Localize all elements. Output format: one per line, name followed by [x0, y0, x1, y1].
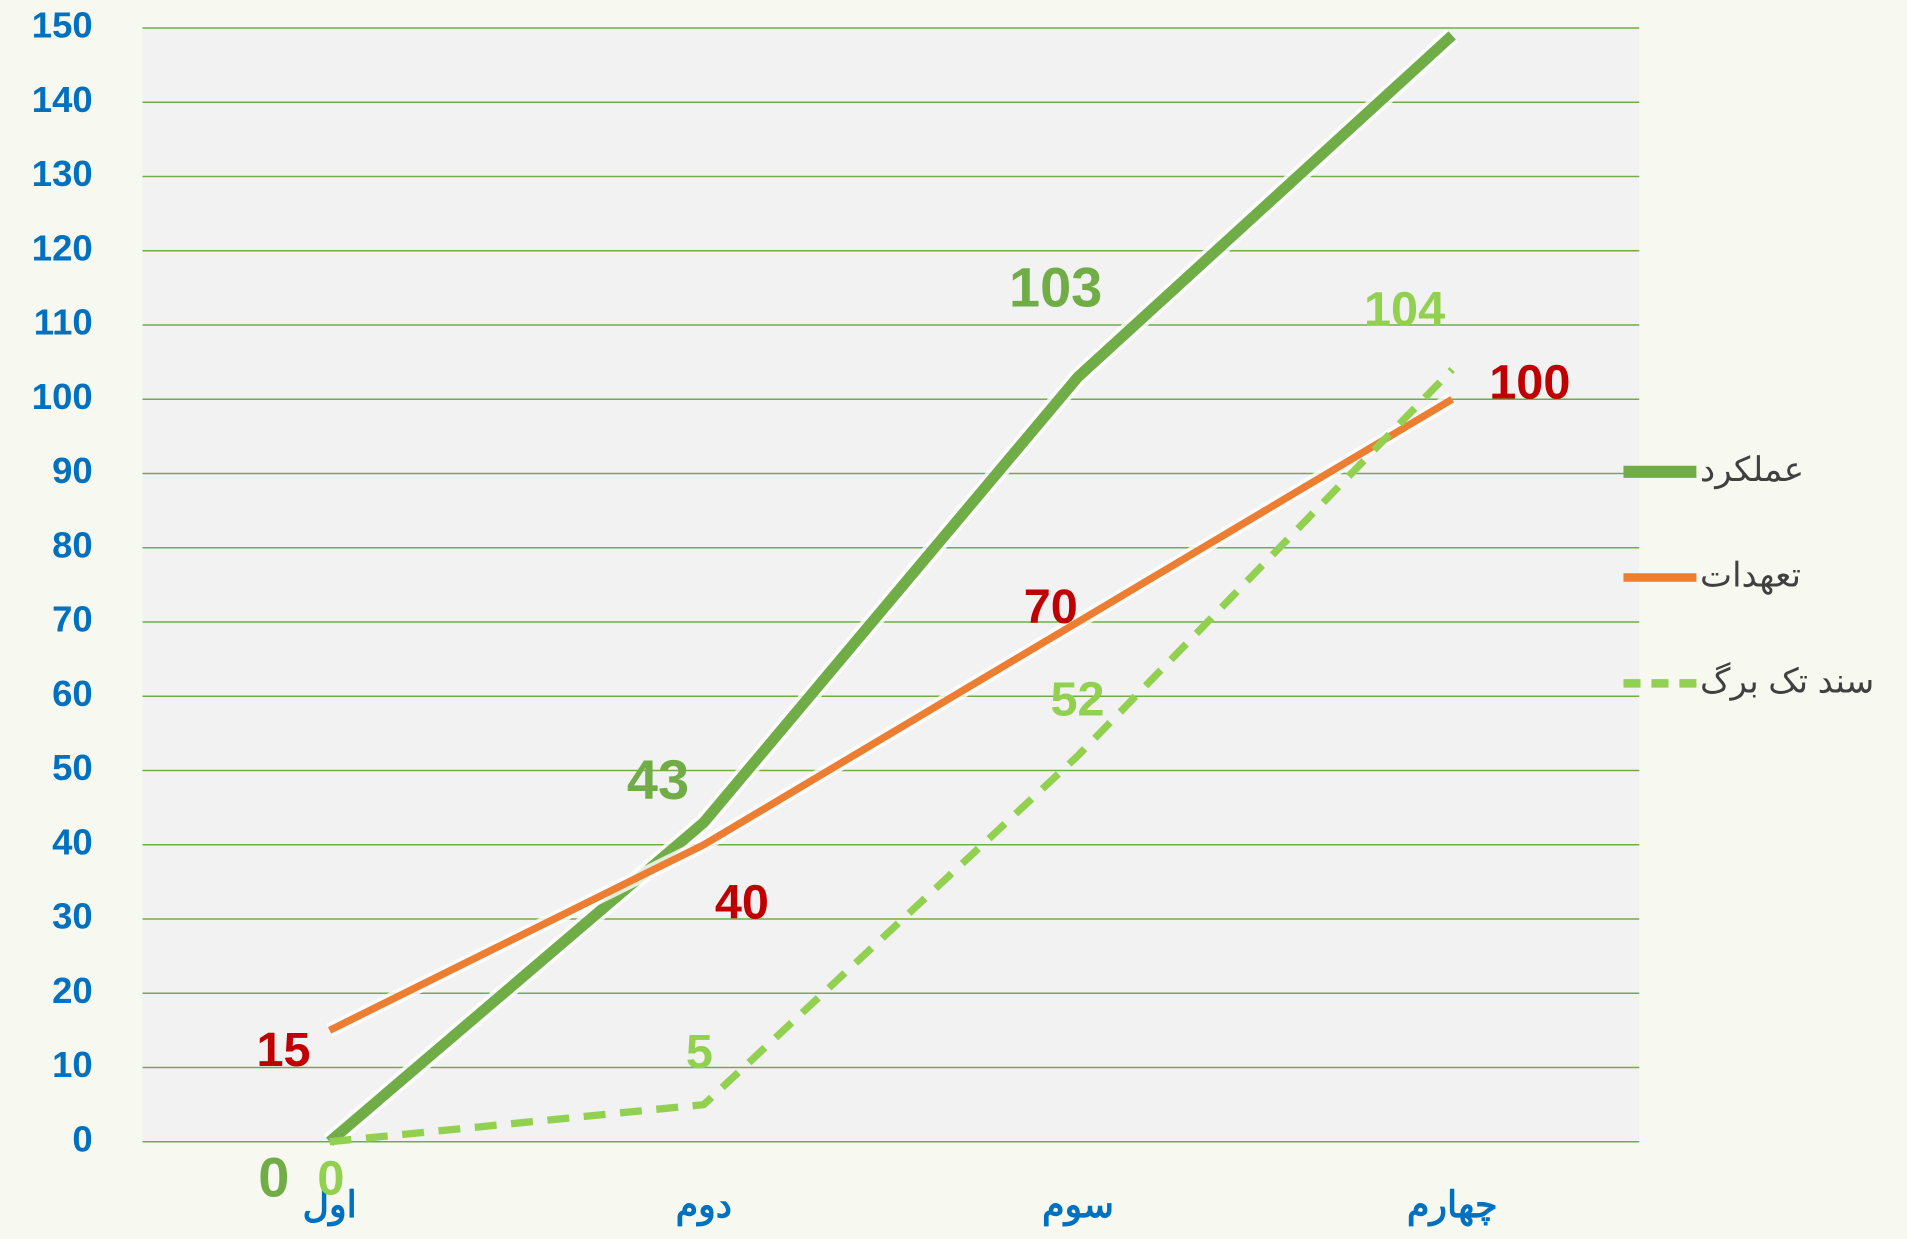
data-label: 104 [1364, 282, 1445, 336]
y-tick-label: 60 [52, 673, 93, 714]
series-line [326, 31, 1456, 1146]
y-tick-label: 0 [72, 1118, 92, 1159]
legend-label: تعهدات [1700, 557, 1801, 596]
plot-area [142, 27, 1640, 1142]
y-tick-label: 50 [52, 747, 93, 788]
y-tick-label: 140 [32, 79, 93, 120]
data-label: 0 [258, 1146, 289, 1209]
y-tick-label: 10 [52, 1044, 93, 1085]
data-label: 0 [317, 1152, 344, 1206]
y-tick-label: 110 [34, 302, 93, 343]
y-tick-label: 20 [52, 970, 93, 1011]
series-line [329, 366, 1455, 1146]
x-tick-label: چهارم [1407, 1184, 1498, 1227]
x-tick-label: سوم [1042, 1184, 1114, 1227]
y-tick-label: 100 [32, 376, 93, 417]
legend-label: سند تک برگ [1700, 661, 1874, 701]
data-label: 15 [256, 1023, 310, 1077]
y-tick-label: 30 [52, 896, 93, 937]
data-label: 5 [686, 1025, 713, 1079]
y-tick-label: 80 [52, 524, 93, 565]
y-tick-label: 70 [52, 599, 93, 640]
y-tick-label: 150 [32, 5, 93, 46]
legend-label: عملکرد [1700, 451, 1804, 490]
y-tick-label: 90 [52, 450, 93, 491]
x-tick-label: دوم [676, 1184, 732, 1227]
data-label: 100 [1489, 355, 1570, 409]
y-tick-label: 130 [32, 153, 93, 194]
x-tick-label: اول [302, 1184, 356, 1227]
series-line [327, 396, 1455, 1034]
y-tick-label: 120 [32, 227, 93, 268]
y-tick-label: 40 [52, 821, 93, 862]
data-label: 52 [1050, 673, 1104, 727]
data-label: 103 [1009, 256, 1102, 319]
data-label: 43 [627, 748, 689, 811]
data-label: 40 [715, 876, 769, 930]
data-label: 70 [1024, 580, 1078, 634]
